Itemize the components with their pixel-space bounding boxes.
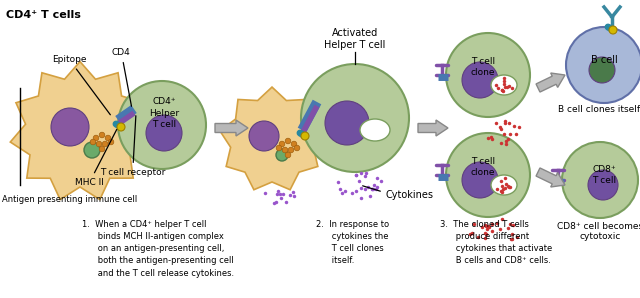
Circle shape xyxy=(84,142,100,158)
Circle shape xyxy=(291,141,297,147)
Text: Activated
Helper T cell: Activated Helper T cell xyxy=(324,28,386,50)
Circle shape xyxy=(562,142,638,218)
Circle shape xyxy=(325,101,369,145)
FancyArrow shape xyxy=(418,120,448,136)
Circle shape xyxy=(105,135,111,141)
Circle shape xyxy=(589,57,615,83)
Circle shape xyxy=(462,162,498,198)
Text: T cell
clone: T cell clone xyxy=(471,57,495,77)
Ellipse shape xyxy=(360,119,390,141)
Ellipse shape xyxy=(491,175,517,195)
Text: CD8⁺ cell becomes
cytotoxic: CD8⁺ cell becomes cytotoxic xyxy=(557,222,640,241)
Text: CD4: CD4 xyxy=(112,48,131,106)
Text: CD8⁺
T cell: CD8⁺ T cell xyxy=(592,165,616,185)
Circle shape xyxy=(51,108,89,146)
Text: 1.  When a CD4⁺ helper T cell
      binds MCH II-antigen complex
      on an ant: 1. When a CD4⁺ helper T cell binds MCH I… xyxy=(82,220,234,278)
Ellipse shape xyxy=(491,75,517,95)
Circle shape xyxy=(93,135,99,141)
Circle shape xyxy=(249,121,279,151)
Text: MHC II: MHC II xyxy=(75,129,116,187)
Circle shape xyxy=(108,139,114,145)
Text: CD4⁺
Helper
T cell: CD4⁺ Helper T cell xyxy=(149,97,179,129)
Text: Cytokines: Cytokines xyxy=(385,190,433,200)
Text: T cell receptor: T cell receptor xyxy=(100,116,165,177)
Circle shape xyxy=(285,138,291,144)
Circle shape xyxy=(282,147,288,153)
Circle shape xyxy=(588,170,618,200)
Circle shape xyxy=(118,81,206,169)
Text: B cell clones itself: B cell clones itself xyxy=(558,105,640,114)
Circle shape xyxy=(96,141,102,147)
Circle shape xyxy=(288,147,294,153)
Circle shape xyxy=(276,149,288,161)
Text: Antigen presenting immune cell: Antigen presenting immune cell xyxy=(2,195,137,204)
Text: T cell
clone: T cell clone xyxy=(471,157,495,177)
Circle shape xyxy=(462,62,498,98)
Text: 3.  The cloned T cells
      produce different
      cytokines that activate
   : 3. The cloned T cells produce different … xyxy=(440,220,552,266)
Circle shape xyxy=(90,139,96,145)
Circle shape xyxy=(294,145,300,151)
Text: CD4⁺ T cells: CD4⁺ T cells xyxy=(6,10,81,20)
Circle shape xyxy=(609,26,617,34)
Circle shape xyxy=(117,123,125,131)
Circle shape xyxy=(446,33,530,117)
Circle shape xyxy=(301,132,309,140)
Circle shape xyxy=(301,64,409,172)
Circle shape xyxy=(99,132,105,138)
FancyArrow shape xyxy=(215,120,248,136)
Text: Epitope: Epitope xyxy=(52,55,110,115)
Circle shape xyxy=(146,115,182,151)
Circle shape xyxy=(279,141,285,147)
FancyArrow shape xyxy=(536,73,565,92)
Circle shape xyxy=(285,152,291,158)
Circle shape xyxy=(99,146,105,152)
Text: 2.  In response to
      cytokines the
      T cell clones
      itself.: 2. In response to cytokines the T cell c… xyxy=(316,220,389,266)
Circle shape xyxy=(276,145,282,151)
Circle shape xyxy=(102,141,108,147)
Text: B cell: B cell xyxy=(591,55,618,65)
Circle shape xyxy=(566,27,640,103)
Circle shape xyxy=(446,133,530,217)
Polygon shape xyxy=(10,62,150,200)
FancyArrow shape xyxy=(536,168,565,187)
Polygon shape xyxy=(220,87,324,190)
